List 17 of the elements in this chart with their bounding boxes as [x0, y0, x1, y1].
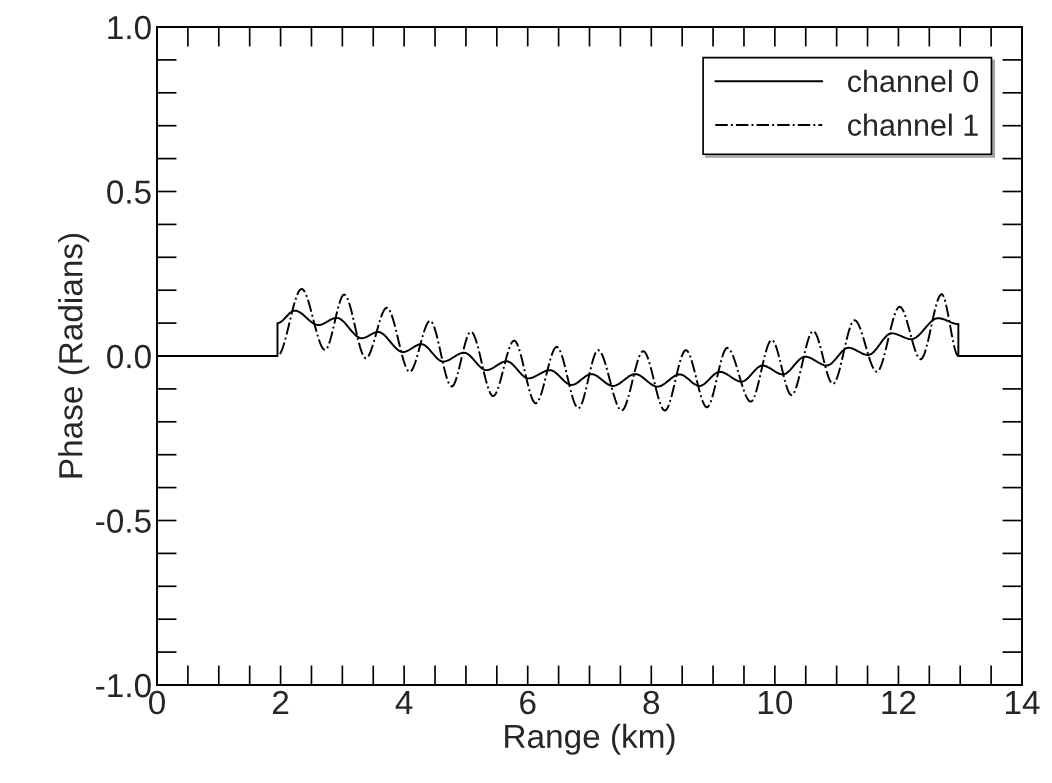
x-tick-label: 2	[272, 690, 289, 715]
legend-label: channel 1	[848, 113, 978, 136]
legend-label: channel 0	[848, 69, 979, 93]
x-axis-title: Range (km)	[505, 723, 675, 755]
x-tick-label: 12	[882, 690, 916, 715]
y-tick-label: 0.5	[107, 180, 151, 204]
x-tick-label: 6	[520, 690, 536, 715]
y-tick-label: 1.0	[108, 15, 151, 40]
x-tick-label: 14	[1006, 691, 1040, 715]
y-tick-label: -0.5	[96, 509, 151, 533]
x-tick-label: 4	[395, 691, 413, 715]
y-tick-label: 0.0	[107, 344, 151, 369]
x-tick-label: 8	[643, 690, 660, 715]
y-tick-label: -1.0	[96, 673, 151, 698]
y-axis-title: Phase (Radians)	[58, 233, 90, 478]
x-tick-label: 0	[149, 690, 165, 715]
x-tick-label: 10	[758, 690, 793, 715]
